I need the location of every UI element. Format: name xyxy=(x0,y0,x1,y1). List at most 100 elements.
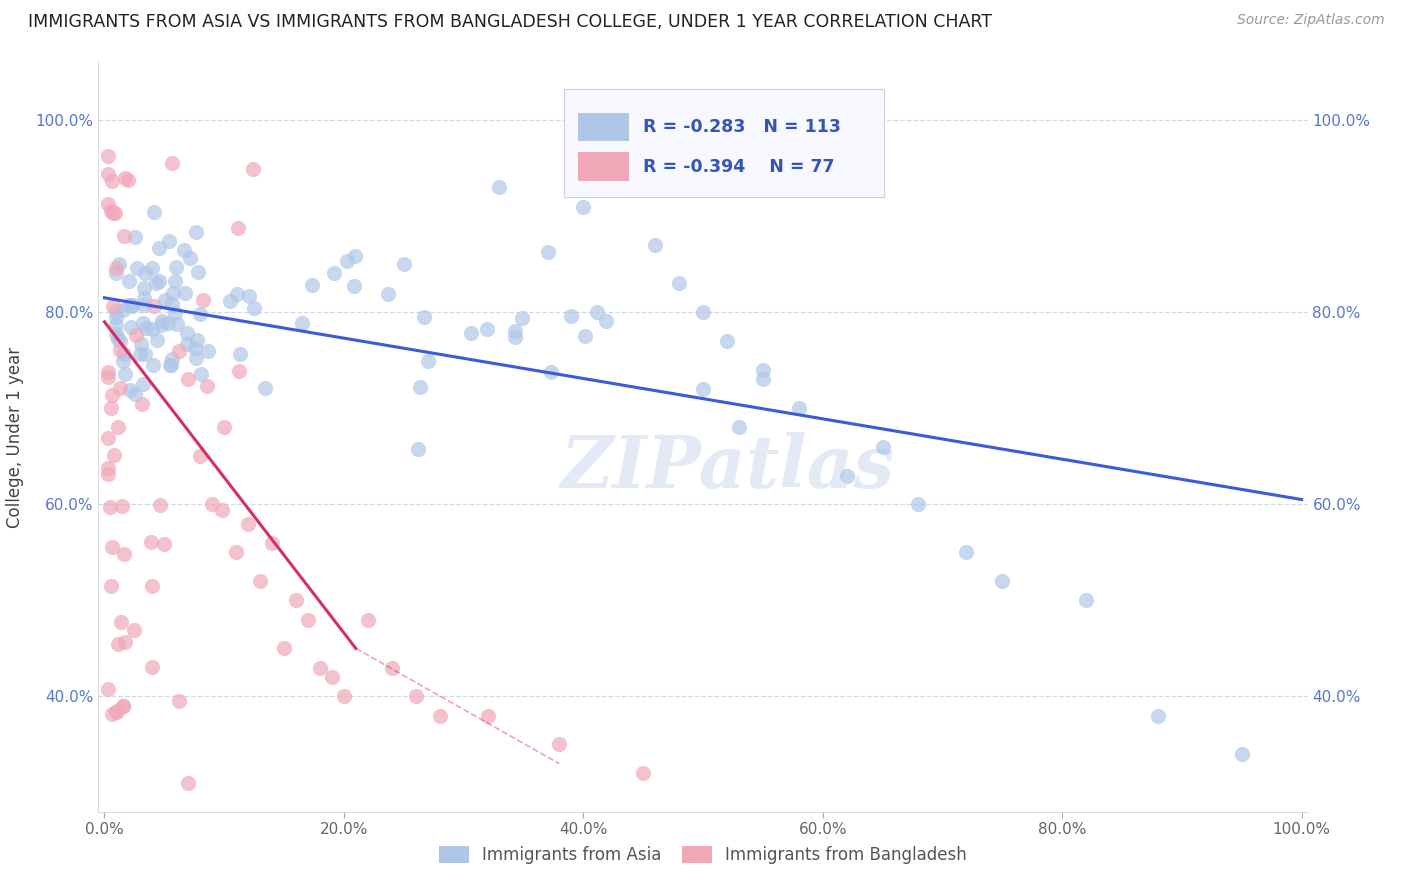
Point xyxy=(105,318,128,332)
Point xyxy=(229,347,252,361)
Point xyxy=(112,228,135,243)
Point xyxy=(540,365,562,379)
Point xyxy=(418,353,440,368)
Point xyxy=(408,380,430,394)
Point xyxy=(585,305,607,319)
Point xyxy=(184,351,207,366)
Point xyxy=(186,334,208,348)
Point xyxy=(104,205,127,219)
Point xyxy=(406,442,429,457)
Point xyxy=(297,613,319,627)
Point xyxy=(503,329,526,343)
Point xyxy=(692,305,714,319)
Point xyxy=(177,776,200,790)
Point xyxy=(344,250,367,264)
Point xyxy=(114,171,136,186)
Point xyxy=(160,156,183,170)
Point xyxy=(291,316,314,330)
Point xyxy=(377,287,399,301)
Point xyxy=(284,593,307,607)
Point xyxy=(475,321,498,335)
Point xyxy=(149,498,172,512)
Point xyxy=(644,238,666,252)
Text: R = -0.283   N = 113: R = -0.283 N = 113 xyxy=(643,118,841,136)
Point xyxy=(173,244,195,258)
Point xyxy=(132,297,155,311)
Point xyxy=(121,299,143,313)
Point xyxy=(260,535,283,549)
Point xyxy=(111,303,134,318)
Point xyxy=(273,641,295,656)
Point xyxy=(122,623,145,637)
Point xyxy=(120,319,142,334)
Point xyxy=(142,299,165,313)
Point xyxy=(560,309,582,323)
Point xyxy=(162,285,184,300)
Point xyxy=(228,364,250,378)
Point xyxy=(149,318,172,332)
Point xyxy=(101,299,124,313)
Point xyxy=(111,499,134,513)
Point xyxy=(141,579,163,593)
Point xyxy=(412,310,434,325)
Point xyxy=(219,294,242,309)
Point xyxy=(124,386,146,401)
Point xyxy=(111,354,134,368)
Point xyxy=(176,326,198,341)
Point xyxy=(752,372,775,386)
Point xyxy=(112,547,135,561)
Point xyxy=(243,301,266,315)
Point xyxy=(167,344,190,359)
Point xyxy=(188,450,211,464)
Point xyxy=(254,381,277,395)
Point xyxy=(429,708,451,723)
Point xyxy=(105,266,128,280)
Point xyxy=(100,706,122,721)
Point xyxy=(321,670,343,684)
Point xyxy=(333,690,356,704)
Point xyxy=(163,274,186,288)
Point xyxy=(163,306,186,320)
Point xyxy=(114,635,136,649)
Point xyxy=(236,516,259,531)
Point xyxy=(134,266,156,280)
Point xyxy=(135,320,157,334)
Point xyxy=(1230,747,1253,761)
Point xyxy=(120,383,142,397)
Point xyxy=(114,367,136,381)
Point xyxy=(145,277,167,291)
Point xyxy=(179,251,201,265)
Point xyxy=(668,277,690,291)
Text: Source: ZipAtlas.com: Source: ZipAtlas.com xyxy=(1237,13,1385,28)
Point xyxy=(103,448,125,462)
Point xyxy=(97,682,120,697)
Point xyxy=(225,545,247,559)
FancyBboxPatch shape xyxy=(578,153,630,181)
FancyBboxPatch shape xyxy=(578,112,630,141)
Point xyxy=(572,200,595,214)
Point xyxy=(111,699,134,714)
Point xyxy=(165,260,187,274)
Point xyxy=(148,241,170,255)
Point xyxy=(100,401,122,415)
Point xyxy=(211,503,233,517)
Point xyxy=(139,535,162,549)
Point xyxy=(201,497,224,511)
Point xyxy=(238,289,260,303)
Point xyxy=(460,326,482,341)
Point xyxy=(159,358,181,372)
Point xyxy=(226,287,249,301)
Point xyxy=(143,205,166,219)
Point xyxy=(110,615,132,630)
Point xyxy=(392,257,415,271)
Point xyxy=(104,260,127,275)
Point xyxy=(105,326,128,341)
Point xyxy=(134,291,156,305)
Point xyxy=(488,180,510,194)
Point xyxy=(191,293,214,307)
Point xyxy=(212,420,235,434)
Point xyxy=(301,277,323,292)
Point xyxy=(872,440,894,454)
Point xyxy=(166,318,188,332)
Point xyxy=(107,420,129,434)
